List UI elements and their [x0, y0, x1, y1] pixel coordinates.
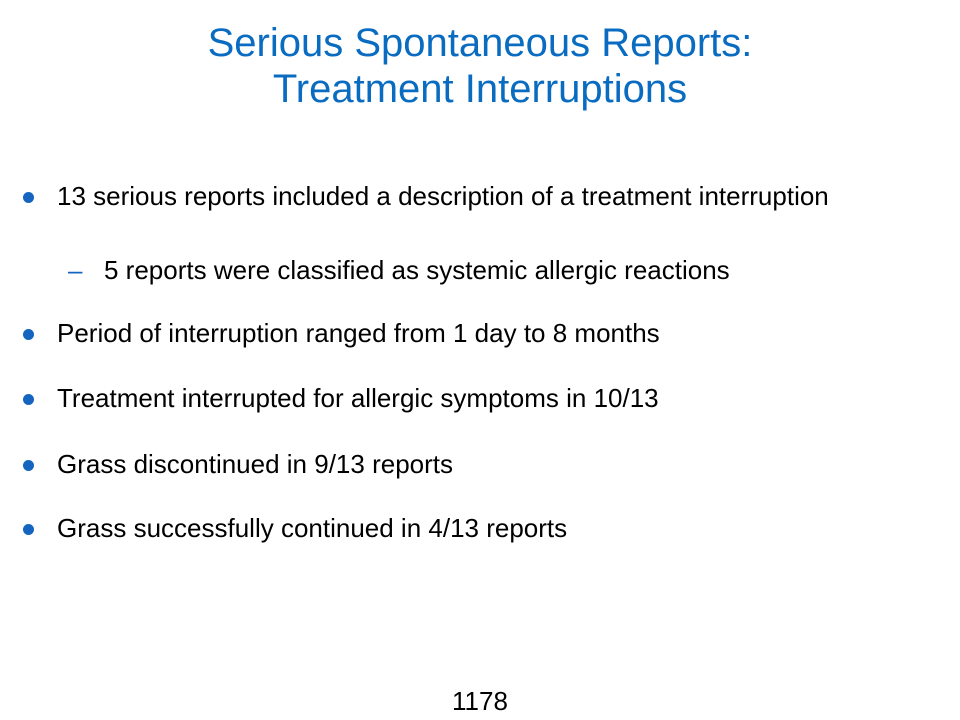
- bullet-dot-icon: [23, 460, 34, 471]
- slide-title: Serious Spontaneous Reports: Treatment I…: [0, 20, 960, 112]
- bullet-dot-icon: [23, 329, 34, 340]
- sub-bullet-item-1: – 5 reports were classified as systemic …: [68, 254, 916, 286]
- bullet-text: Period of interruption ranged from 1 day…: [57, 318, 660, 348]
- bullet-item-4: Grass discontinued in 9/13 reports: [23, 448, 917, 480]
- bullet-text: 13 serious reports included a descriptio…: [57, 181, 829, 211]
- slide-title-line-1: Serious Spontaneous Reports:: [207, 21, 753, 65]
- dash-icon: –: [68, 255, 83, 285]
- bullet-dot-icon: [23, 394, 34, 405]
- slide-title-line-2: Treatment Interruptions: [272, 67, 688, 111]
- bullet-dot-icon: [23, 192, 34, 203]
- bullet-item-2: Period of interruption ranged from 1 day…: [23, 317, 917, 349]
- bullet-dot-icon: [23, 524, 34, 535]
- bullet-text: Grass successfully continued in 4/13 rep…: [57, 513, 568, 543]
- page-number: 1178: [452, 686, 508, 716]
- bullet-text: Grass discontinued in 9/13 reports: [57, 449, 453, 479]
- bullet-item-1: 13 serious reports included a descriptio…: [23, 180, 917, 212]
- sub-bullet-text: 5 reports were classified as systemic al…: [104, 255, 730, 285]
- bullet-item-5: Grass successfully continued in 4/13 rep…: [23, 512, 917, 544]
- bullet-text: Treatment interrupted for allergic sympt…: [57, 383, 659, 413]
- bullet-item-3: Treatment interrupted for allergic sympt…: [23, 382, 917, 414]
